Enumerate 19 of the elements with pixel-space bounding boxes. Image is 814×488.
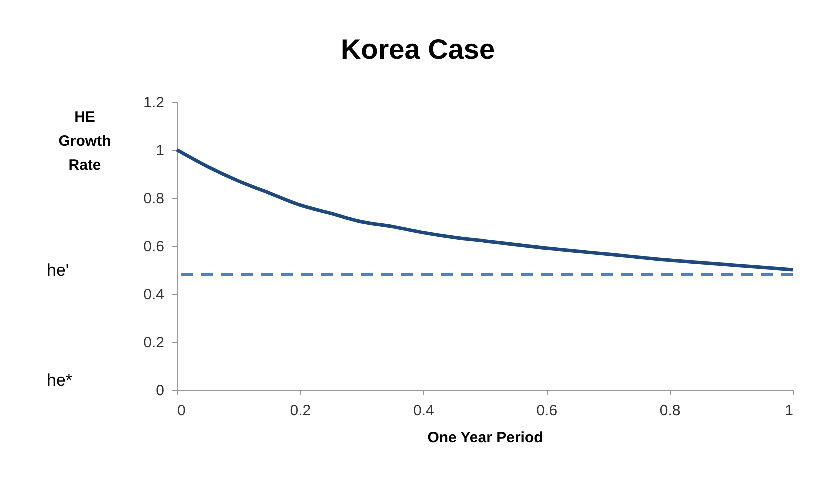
y-tick-label: 0.4 [144, 286, 164, 304]
text: he' [47, 260, 70, 280]
y-tick-label: 0.2 [144, 334, 164, 352]
x-axis-title: One Year Period [428, 430, 544, 446]
x-tick-label: 0 [178, 402, 186, 420]
line-series [175, 148, 795, 272]
y-tick-label: 1 [156, 142, 164, 160]
text: he* [47, 371, 73, 390]
x-tick-label: 0.8 [660, 402, 681, 420]
x-tick-label: 0.4 [413, 402, 434, 420]
chart-title: Korea Case [340, 34, 496, 65]
y-tick-label: 0 [156, 382, 164, 400]
y-tick-label: 1.2 [144, 94, 164, 112]
y-axis-title: HE Growth Rate [58, 109, 112, 174]
x-tick-label: 1 [785, 402, 794, 420]
y-tick-label: 0.6 [144, 238, 164, 256]
x-tick-label: 0.6 [536, 402, 558, 420]
x-tick-label: 0.2 [290, 402, 312, 420]
y-tick-label: 0.8 [144, 190, 164, 208]
